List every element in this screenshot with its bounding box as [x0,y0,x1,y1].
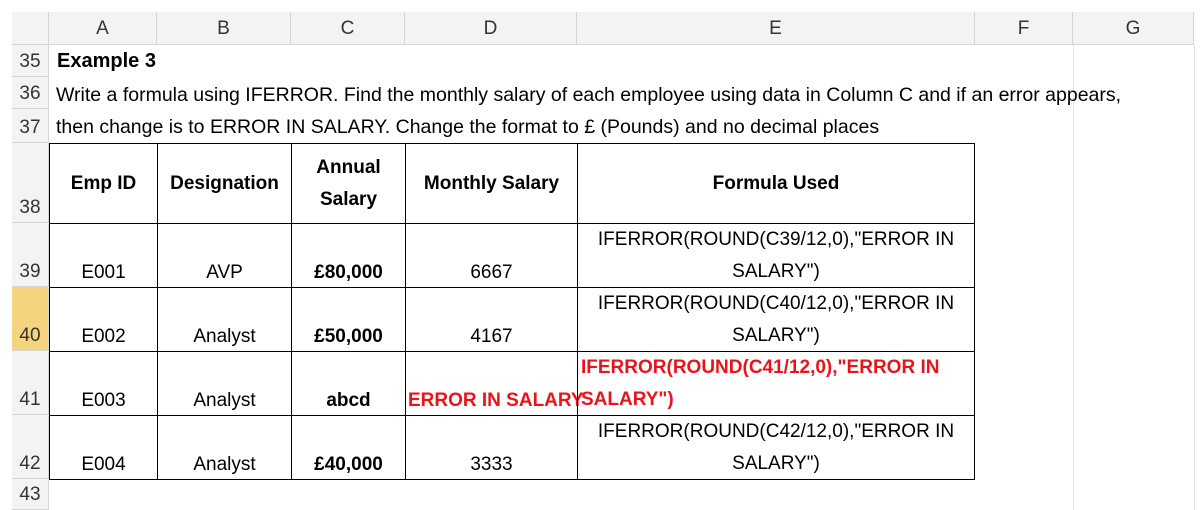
header-annual-salary-line2: Salary [319,189,378,210]
header-emp-id[interactable]: Emp ID [49,143,158,224]
formula-line-2: SALARY") [732,325,820,346]
cell-a41[interactable]: E003 [49,351,158,416]
cell-e40[interactable]: IFERROR(ROUND(C40/12,0),"ERROR IN SALARY… [577,287,975,352]
emp-id-value: E002 [81,326,126,347]
annual-salary-value: £40,000 [314,454,383,475]
header-annual-salary[interactable]: Annual Salary [291,143,406,224]
designation-value: AVP [206,262,243,283]
cell-c41[interactable]: abcd [291,351,406,416]
row-header-41[interactable]: 41 [12,351,49,415]
gridline [1194,45,1195,510]
header-designation[interactable]: Designation [157,143,292,224]
cell-d41[interactable]: ERROR IN SALARY [405,351,584,416]
designation-value: Analyst [193,326,256,347]
cell-e39[interactable]: IFERROR(ROUND(C39/12,0),"ERROR IN SALARY… [577,223,975,288]
column-header-e[interactable]: E [577,12,975,45]
monthly-salary-value: 3333 [470,454,513,475]
formula-line-1: IFERROR(ROUND(C41/12,0),"ERROR IN [581,357,940,378]
row-header-39[interactable]: 39 [12,223,49,287]
formula-line-2: SALARY") [732,261,820,282]
emp-id-value: E001 [81,262,126,283]
cell-d39[interactable]: 6667 [405,223,578,288]
monthly-salary-error: ERROR IN SALARY [408,390,584,411]
column-header-d[interactable]: D [405,12,577,45]
cell-a39[interactable]: E001 [49,223,158,288]
header-annual-salary-line1: Annual [316,157,381,178]
header-formula-used[interactable]: Formula Used [577,143,975,224]
formula-line-2: SALARY") [732,453,820,474]
designation-value: Analyst [193,454,256,475]
formula-line-2: SALARY") [581,389,674,410]
header-emp-id-label: Emp ID [70,172,137,194]
cell-c40[interactable]: £50,000 [291,287,406,352]
annual-salary-value: £50,000 [314,326,383,347]
row-header-43[interactable]: 43 [12,479,49,510]
cell-b41[interactable]: Analyst [157,351,292,416]
example-title: Example 3 [57,50,156,72]
instruction-line-1: Write a formula using IFERROR. Find the … [56,84,1122,106]
column-header-g[interactable]: G [1073,12,1194,45]
cell-a40[interactable]: E002 [49,287,158,352]
cell-b40[interactable]: Analyst [157,287,292,352]
cell-e41[interactable]: IFERROR(ROUND(C41/12,0),"ERROR IN SALARY… [577,351,975,416]
annual-salary-value: abcd [326,390,371,411]
cell-e42[interactable]: IFERROR(ROUND(C42/12,0),"ERROR IN SALARY… [577,415,975,480]
monthly-salary-value: 4167 [470,326,513,347]
emp-id-value: E003 [81,390,126,411]
cell-d40[interactable]: 4167 [405,287,578,352]
row-header-37[interactable]: 37 [12,109,49,143]
cell-c39[interactable]: £80,000 [291,223,406,288]
annual-salary-value: £80,000 [314,262,383,283]
column-header-c[interactable]: C [291,12,405,45]
row-header-35[interactable]: 35 [12,45,49,77]
cell-d42[interactable]: 3333 [405,415,578,480]
header-monthly-salary-label: Monthly Salary [423,172,560,194]
cell-a42[interactable]: E004 [49,415,158,480]
formula-line-1: IFERROR(ROUND(C39/12,0),"ERROR IN [597,229,955,250]
cell-b39[interactable]: AVP [157,223,292,288]
instruction-line-2: then change is to ERROR IN SALARY. Chang… [56,116,880,138]
designation-value: Analyst [193,390,256,411]
column-header-a[interactable]: A [49,12,157,45]
header-monthly-salary[interactable]: Monthly Salary [405,143,578,224]
formula-line-1: IFERROR(ROUND(C40/12,0),"ERROR IN [597,293,955,314]
row-header-38[interactable]: 38 [12,143,49,223]
column-header-f[interactable]: F [975,12,1073,45]
cell-b42[interactable]: Analyst [157,415,292,480]
row-header-42[interactable]: 42 [12,415,49,479]
gridline [1073,45,1074,510]
select-all-corner[interactable] [12,12,49,45]
header-formula-used-label: Formula Used [712,172,840,194]
row-header-36[interactable]: 36 [12,77,49,109]
row-header-40[interactable]: 40 [12,287,49,351]
formula-line-1: IFERROR(ROUND(C42/12,0),"ERROR IN [597,421,955,442]
cell-c42[interactable]: £40,000 [291,415,406,480]
monthly-salary-value: 6667 [470,262,513,283]
emp-id-value: E004 [81,454,126,475]
header-designation-label: Designation [170,172,279,194]
column-header-b[interactable]: B [157,12,291,45]
